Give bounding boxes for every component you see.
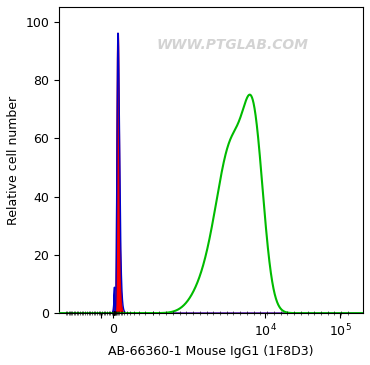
Y-axis label: Relative cell number: Relative cell number xyxy=(7,96,20,224)
Text: WWW.PTGLAB.COM: WWW.PTGLAB.COM xyxy=(157,38,308,51)
X-axis label: AB-66360-1 Mouse IgG1 (1F8D3): AB-66360-1 Mouse IgG1 (1F8D3) xyxy=(108,345,314,358)
